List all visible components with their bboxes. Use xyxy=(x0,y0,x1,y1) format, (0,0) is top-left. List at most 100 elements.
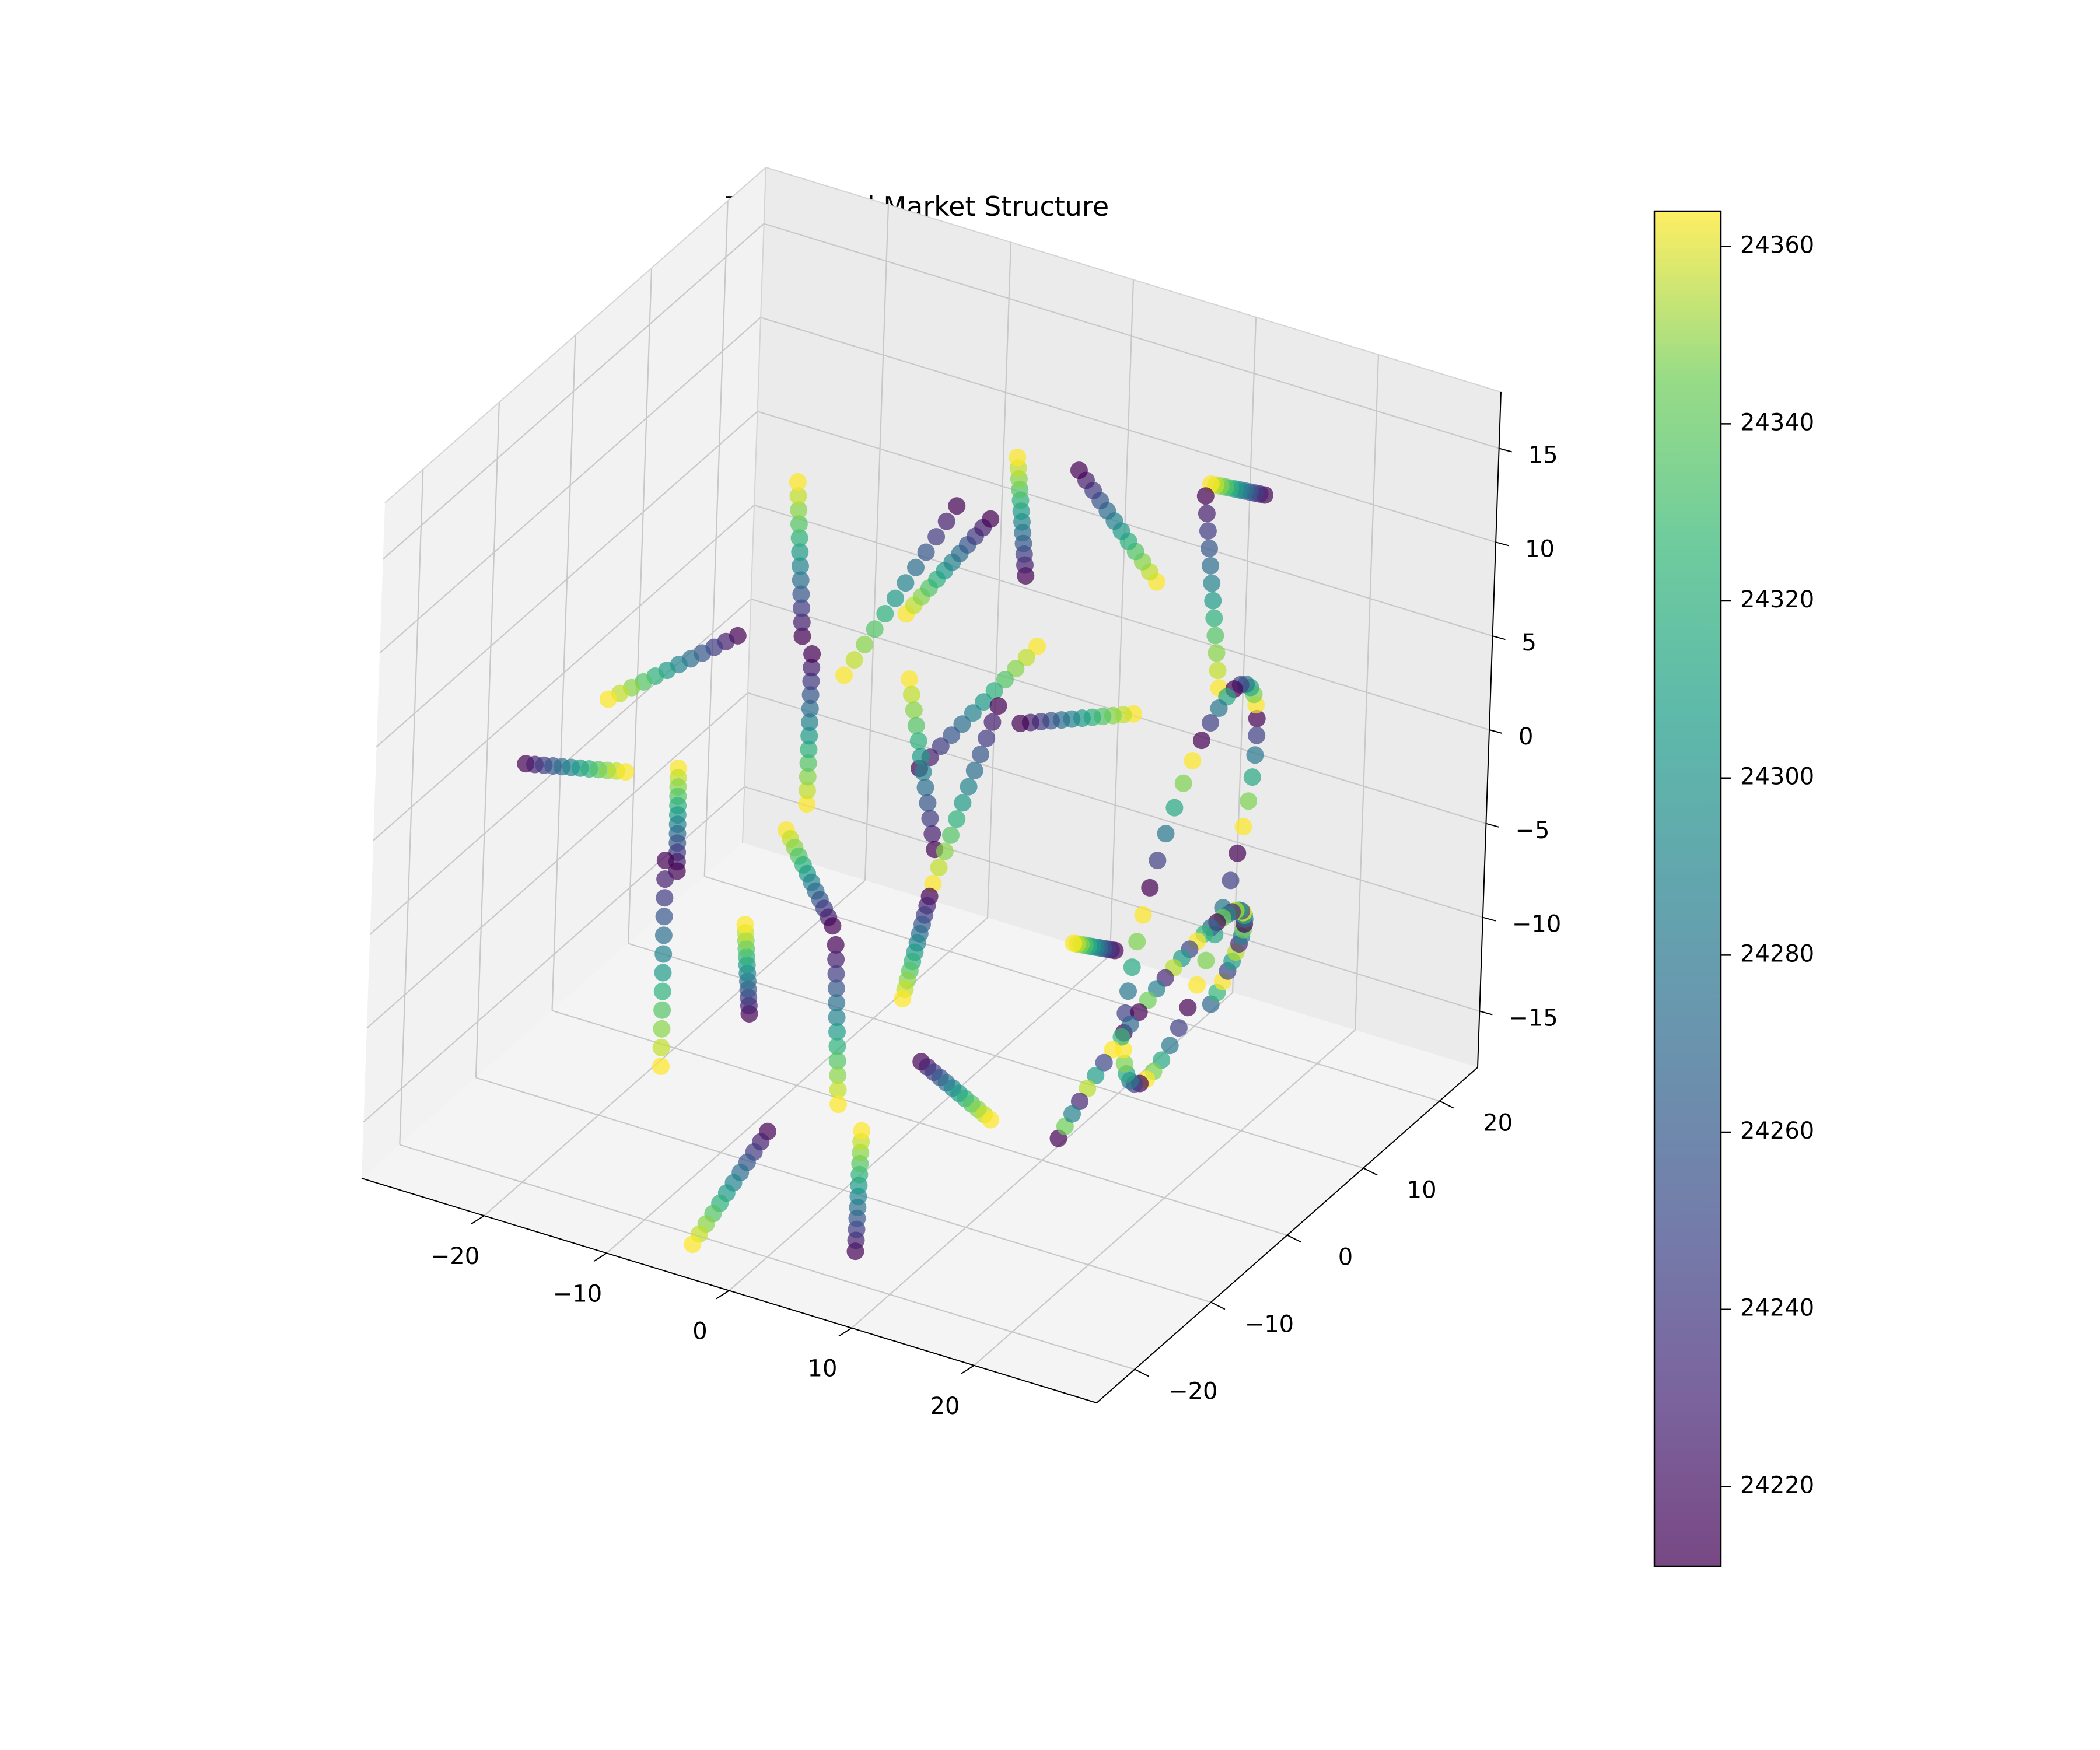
scatter-point xyxy=(656,889,673,907)
scatter-point xyxy=(1199,522,1217,540)
scatter-point xyxy=(1157,825,1175,842)
scatter-point xyxy=(907,559,925,576)
scatter-point xyxy=(908,717,925,734)
z-tick xyxy=(1486,824,1499,827)
colorbar-tick-label: 24340 xyxy=(1740,409,1814,436)
x-tick-label: −10 xyxy=(553,1280,602,1307)
scatter-point xyxy=(655,926,673,944)
scatter-point xyxy=(928,528,945,545)
scatter-point xyxy=(915,763,932,780)
x-tick xyxy=(471,1216,484,1224)
x-tick xyxy=(839,1328,852,1336)
colorbar-tick-label: 24220 xyxy=(1740,1472,1814,1499)
scatter-point xyxy=(923,825,941,843)
scatter-point xyxy=(1193,732,1210,749)
y-tick xyxy=(1211,1303,1225,1310)
scatter-point xyxy=(654,964,672,982)
z-tick-label: 5 xyxy=(1522,629,1536,656)
scatter-point xyxy=(1203,575,1220,592)
scatter-point xyxy=(954,794,971,811)
scatter-point xyxy=(856,636,873,653)
scatter-point xyxy=(846,651,863,668)
scatter-point xyxy=(1166,799,1183,817)
y-tick xyxy=(1363,1168,1377,1175)
z-tick-label: −10 xyxy=(1512,911,1561,938)
z-tick-label: −15 xyxy=(1508,1005,1558,1032)
scatter-point xyxy=(936,843,954,860)
y-tick-label: 20 xyxy=(1483,1110,1513,1137)
scatter-point xyxy=(1119,982,1137,1000)
scatter-point xyxy=(938,513,956,530)
z-tick-label: −5 xyxy=(1515,817,1549,844)
z-tick xyxy=(1489,730,1502,733)
scatter-point xyxy=(903,686,921,704)
z-tick-label: 15 xyxy=(1528,442,1558,469)
scatter-point xyxy=(887,590,904,607)
z-tick xyxy=(1493,636,1506,639)
scatter-point xyxy=(897,574,914,592)
scatter-point xyxy=(656,870,674,888)
scatter-point xyxy=(910,732,928,750)
scatter-point xyxy=(1175,775,1192,792)
z-tick-label: 10 xyxy=(1525,536,1555,562)
scatter-point xyxy=(1184,752,1201,769)
z-tick xyxy=(1483,918,1496,921)
colorbar-gradient xyxy=(1654,211,1721,1566)
scatter-point xyxy=(1065,935,1082,952)
colorbar: 2422024240242602428024300243202434024360 xyxy=(1654,211,1814,1566)
scatter-point xyxy=(982,1111,999,1129)
z-tick xyxy=(1479,1012,1492,1015)
scatter-point xyxy=(1210,699,1228,717)
y-tick-label: −10 xyxy=(1245,1311,1294,1338)
scatter-point xyxy=(654,946,672,963)
scatter-point xyxy=(1205,610,1223,627)
scatter-point xyxy=(966,762,984,779)
scatter-point xyxy=(1161,1037,1179,1054)
scatter-point xyxy=(1209,662,1227,679)
scatter-point xyxy=(1228,845,1246,862)
scatter-point xyxy=(789,473,807,491)
scatter-point xyxy=(1179,999,1196,1016)
x-tick-label: 0 xyxy=(692,1318,707,1345)
scatter-point xyxy=(652,1058,670,1075)
colorbar-tick-label: 24240 xyxy=(1740,1295,1814,1322)
scatter-point xyxy=(866,620,884,638)
scatter-point xyxy=(1135,907,1152,924)
colorbar-tick-label: 24280 xyxy=(1740,940,1814,967)
scatter-point xyxy=(1247,746,1264,764)
scatter-point xyxy=(930,859,948,876)
y-tick xyxy=(1135,1370,1149,1377)
scatter-point xyxy=(830,1096,847,1113)
x-tick xyxy=(716,1291,729,1299)
scatter-point xyxy=(1009,449,1026,466)
colorbar-tick-label: 24300 xyxy=(1740,764,1814,790)
scatter-point xyxy=(960,778,978,796)
scatter-point xyxy=(1202,714,1219,732)
scatter-point xyxy=(948,497,965,514)
scatter-point xyxy=(918,544,935,561)
scatter-point xyxy=(1222,872,1240,889)
scatter-point xyxy=(917,779,935,796)
scatter-point xyxy=(824,917,841,935)
scatter-point xyxy=(1141,879,1158,897)
y-tick-label: 10 xyxy=(1407,1177,1437,1204)
z-tick xyxy=(1496,542,1508,545)
x-tick-label: 20 xyxy=(930,1393,960,1420)
scatter-point xyxy=(656,908,673,925)
scatter-point xyxy=(984,713,1001,731)
scatter-point xyxy=(982,510,999,528)
scatter-point xyxy=(1124,958,1141,976)
axes-3d: −20−1001020−20−1001020−15−10−5051015 xyxy=(362,167,1561,1420)
x-tick xyxy=(594,1253,607,1261)
scatter-point xyxy=(617,763,634,780)
scatter-point xyxy=(1244,768,1261,786)
scatter-point xyxy=(905,701,923,719)
x-tick-label: −20 xyxy=(430,1243,480,1270)
scatter-point xyxy=(653,1020,670,1038)
scatter-point xyxy=(803,645,821,663)
scatter-point xyxy=(876,605,894,622)
y-tick-label: −20 xyxy=(1168,1378,1217,1405)
scatter-point xyxy=(978,730,995,747)
scatter-point xyxy=(990,697,1007,715)
